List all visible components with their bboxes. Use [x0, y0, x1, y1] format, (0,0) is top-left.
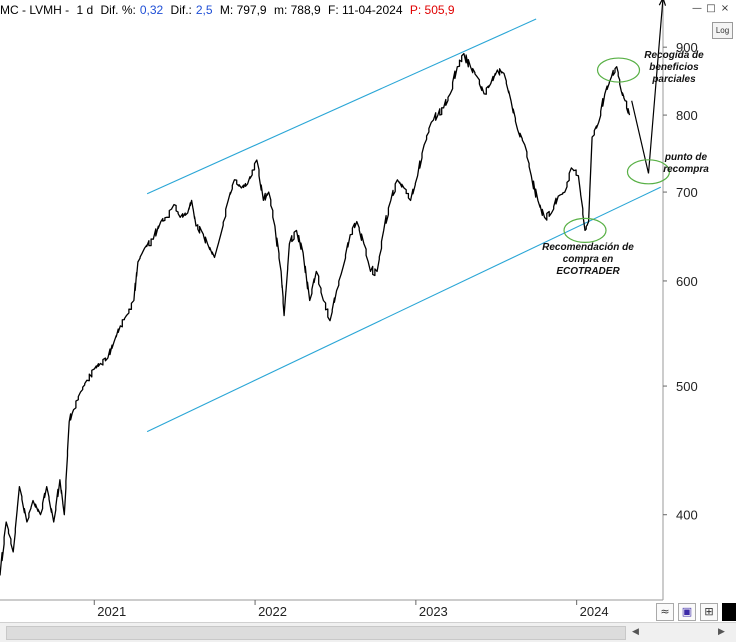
- annotation-1-line: punto de: [664, 152, 708, 163]
- dif-label: Dif.:: [170, 3, 192, 17]
- channel-line-upper: [146, 18, 537, 195]
- pin-icon[interactable]: ⊞: [700, 603, 718, 621]
- dif-pct-value: 0,32: [139, 3, 164, 17]
- dif-pct-label: Dif. %:: [100, 3, 136, 17]
- x-tick-label: 2022: [258, 604, 287, 619]
- scroll-left-icon[interactable]: ◀: [632, 626, 639, 636]
- y-tick-label: 700: [676, 185, 698, 200]
- symbol-label: MC - LVMH -: [0, 3, 70, 17]
- horizontal-scrollbar[interactable]: ◀ ▶: [0, 622, 736, 642]
- annotation-0-line: beneficios: [649, 62, 699, 73]
- channel-line-lower: [146, 186, 662, 433]
- price-series-line: [0, 52, 631, 576]
- y-tick-label: 800: [676, 108, 698, 123]
- y-tick-label: 400: [676, 508, 698, 523]
- annotation-2-line: ECOTRADER: [556, 266, 620, 277]
- y-tick-label: 600: [676, 274, 698, 289]
- x-tick-label: 2021: [97, 604, 126, 619]
- window-buttons: — □ ×: [692, 4, 730, 14]
- annotation-2-line: Recomendación de: [542, 242, 634, 253]
- max-label: M: 797,9: [219, 3, 267, 17]
- dif-value: 2,5: [195, 3, 213, 17]
- scroll-thumb[interactable]: [6, 626, 626, 640]
- log-scale-button[interactable]: Log: [712, 22, 733, 39]
- wave-icon[interactable]: ≈: [656, 603, 674, 621]
- save-icon[interactable]: ▣: [678, 603, 696, 621]
- annotation-2-line: compra en: [563, 254, 614, 265]
- min-label: m: 788,9: [273, 3, 321, 17]
- projection-arrowhead: [658, 0, 667, 6]
- color-square-icon[interactable]: [722, 603, 736, 621]
- date-label: F: 11-04-2024: [328, 3, 403, 17]
- highlight-circle-1: [626, 159, 671, 185]
- highlight-circle-2: [563, 217, 607, 243]
- highlight-circle-0: [596, 57, 641, 83]
- price-label: P: 505,9: [409, 3, 455, 17]
- maximize-icon[interactable]: □: [706, 3, 716, 14]
- annotation-0-line: parciales: [651, 74, 696, 85]
- chart-toolbar: ≈ ▣ ⊞: [656, 603, 736, 621]
- annotation-1-line: recompra: [663, 164, 709, 175]
- x-tick-label: 2023: [419, 604, 448, 619]
- scroll-right-icon[interactable]: ▶: [718, 626, 725, 636]
- minimize-icon[interactable]: —: [692, 3, 702, 14]
- y-tick-label: 900: [676, 40, 698, 55]
- period-label: 1 d: [76, 3, 94, 17]
- price-chart[interactable]: 400 500 600 700 800 900 2021 2022 2023 2024 Recogi…: [0, 0, 736, 622]
- x-tick-label: 2024: [580, 604, 609, 619]
- chart-header: MC - LVMH - 1 d Dif. %: 0,32 Dif.: 2,5 M: …: [0, 0, 736, 20]
- close-icon[interactable]: ×: [720, 3, 730, 14]
- y-tick-label: 500: [676, 379, 698, 394]
- projection-path: [631, 0, 664, 174]
- annotation-0-line: Recogida de: [644, 50, 704, 61]
